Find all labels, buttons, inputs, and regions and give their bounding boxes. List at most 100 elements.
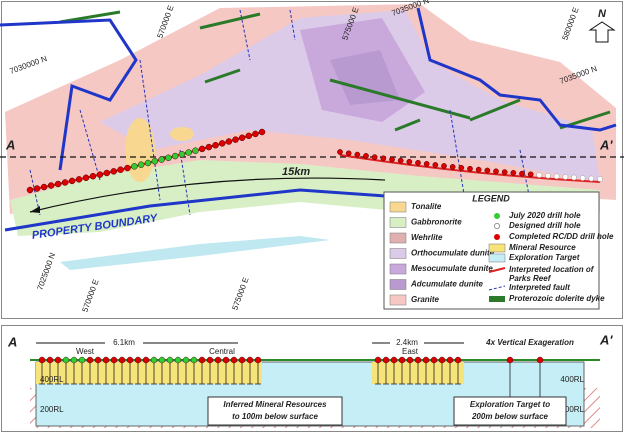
hole-collar [62, 356, 70, 364]
drill-hole [527, 171, 534, 178]
hole-collar [238, 356, 246, 364]
drill-hole [432, 162, 439, 168]
callout [453, 396, 567, 426]
zone: East [402, 347, 419, 356]
distance-label: 15km [282, 166, 310, 178]
drill-hole [371, 154, 378, 160]
mineral-resource [36, 362, 262, 384]
legend-label: Interpreted location of [509, 265, 595, 274]
drill-hole [252, 130, 259, 138]
drill-hole [212, 141, 219, 149]
drill-hole [467, 165, 473, 172]
distance-arrow [29, 177, 386, 213]
drill-hole [571, 174, 577, 181]
hole-collar [190, 356, 198, 364]
marker: A' [599, 137, 613, 152]
hole-collar [246, 356, 254, 364]
drill-hole [545, 172, 551, 179]
callout-text: Inferred Mineral Resources [223, 400, 327, 409]
zone: Central [209, 347, 235, 356]
hole-collar [110, 356, 118, 364]
drill-hole [337, 149, 343, 155]
hole-collar [454, 356, 462, 364]
drill-hole [165, 154, 172, 162]
hole-collar [390, 356, 398, 364]
drill-hole [33, 185, 41, 192]
drill-hole [363, 153, 369, 159]
drill-hole [449, 164, 456, 170]
drill-hole [258, 128, 266, 136]
hole-collar [230, 356, 238, 364]
note: 4x Vertical Exageration [485, 338, 574, 347]
drill-hole [26, 186, 34, 194]
legend-label: Interpreted fault [509, 283, 570, 292]
hole-collar [430, 356, 438, 364]
legend-swatch [389, 294, 407, 306]
hole-collar [382, 356, 390, 364]
hole-collar [206, 356, 214, 364]
level: 400RL [560, 375, 584, 384]
drill-hole [345, 150, 352, 157]
drill-hole [54, 180, 62, 188]
drill-hole [536, 172, 543, 178]
hole-collar [54, 356, 62, 364]
legend-label: Parks Reef [509, 274, 552, 283]
drill-holes [26, 128, 603, 194]
drill-hole [238, 134, 246, 142]
legend-label: Wehrlite [411, 233, 443, 242]
drill-hole [232, 136, 239, 143]
drill-hole [47, 182, 55, 189]
dolerite-dyke [59, 10, 611, 132]
hole-collar [438, 356, 446, 364]
hole-collar [214, 356, 222, 364]
drill-hole [501, 169, 508, 175]
tonalite [125, 118, 155, 182]
drill-hole [40, 183, 48, 191]
drill-hole [579, 175, 586, 181]
legend-label: July 2020 drill hole [509, 211, 581, 220]
legend-swatch [389, 279, 407, 290]
legend-label: Adcumulate dunite [410, 280, 484, 289]
length-label: 6.1km [113, 338, 135, 347]
tonalite [170, 127, 194, 141]
hole-collar [150, 356, 158, 364]
adcumulate-dunite [330, 50, 400, 105]
hole-collar [422, 356, 430, 364]
legend-label: Gabbronorite [411, 218, 462, 227]
hole-collar [398, 356, 406, 364]
drill-hole [144, 159, 152, 167]
drill-hole [484, 167, 491, 174]
hole-collar [118, 356, 126, 364]
drill-hole [245, 132, 253, 140]
drill-hole [597, 176, 603, 182]
drill-hole [68, 177, 76, 185]
drill-hole [205, 143, 213, 151]
drill-hole [82, 174, 90, 182]
hole-collar [254, 356, 262, 364]
hole-collar [406, 356, 414, 364]
hole-collar [182, 356, 190, 364]
drill-hole [415, 159, 421, 166]
drill-hole [389, 156, 395, 163]
legend-label: Designed drill hole [509, 221, 581, 230]
fault [29, 9, 531, 216]
hole-collar [78, 356, 86, 364]
drill-hole [218, 140, 226, 147]
legend-label: Mesocumulate dunite [411, 264, 493, 273]
legend-icon [494, 234, 500, 240]
legend-icon [488, 243, 506, 253]
zone: West [76, 347, 95, 356]
drill-hole [96, 171, 104, 178]
drill-hole [137, 161, 145, 168]
drill-hole [354, 151, 361, 158]
north-arrow [588, 21, 616, 43]
legend-items: Tonalite Gabbronorite Wehrlite Orthocumulat… [389, 201, 614, 306]
hole-collar [414, 356, 422, 364]
legend-label: Completed RC/DD drill hole [509, 232, 614, 241]
callout-text: Exploration Target to [470, 400, 550, 409]
marker: A [7, 334, 17, 349]
legend-icon [493, 222, 501, 230]
drill-hole [423, 161, 430, 167]
length-label: 2.4km [396, 338, 418, 347]
